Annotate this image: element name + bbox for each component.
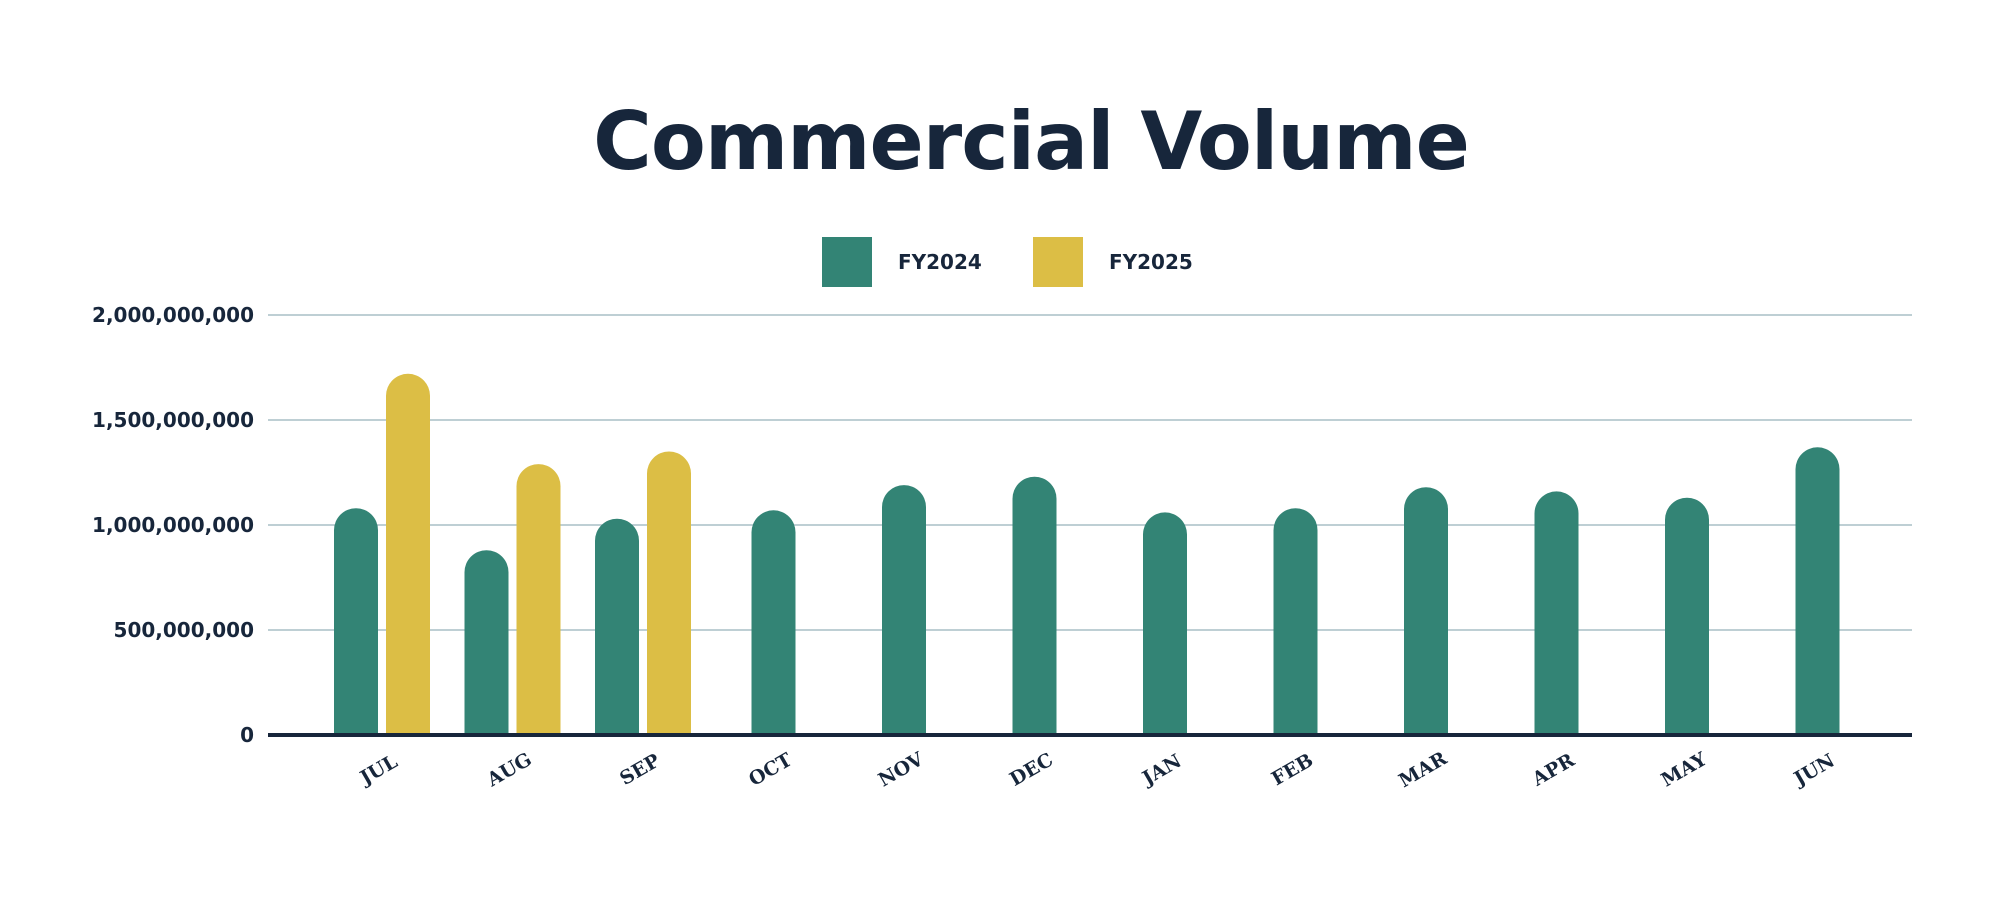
x-tick-label: MAY bbox=[1658, 748, 1711, 791]
x-tick-label: MAR bbox=[1395, 747, 1451, 792]
x-tick-label: SEP bbox=[616, 750, 664, 790]
y-tick-label: 1,500,000,000 bbox=[92, 408, 254, 432]
legend-item-fy2025: FY2025 bbox=[1033, 237, 1193, 287]
bar-fy2024-aug bbox=[464, 550, 509, 735]
y-tick-label: 1,000,000,000 bbox=[92, 513, 254, 537]
x-tick-label: FEB bbox=[1268, 749, 1317, 790]
bar-fy2024-nov bbox=[882, 485, 926, 735]
legend-label-fy2024: FY2024 bbox=[898, 250, 982, 274]
bar-fy2024-jan bbox=[1143, 512, 1187, 735]
bar-fy2024-sep bbox=[595, 518, 639, 735]
bar-fy2024-mar bbox=[1404, 487, 1448, 735]
y-tick-label: 2,000,000,000 bbox=[92, 303, 254, 327]
y-tick-label: 500,000,000 bbox=[114, 618, 254, 642]
bar-fy2024-jul bbox=[334, 508, 378, 735]
legend-swatch-fy2024 bbox=[822, 237, 872, 287]
bar-fy2024-jun bbox=[1795, 447, 1840, 735]
bar-fy2025-sep bbox=[647, 451, 691, 735]
bar-fy2024-apr bbox=[1534, 491, 1579, 735]
x-tick-label: DEC bbox=[1006, 749, 1057, 791]
legend-label-fy2025: FY2025 bbox=[1109, 250, 1193, 274]
bar-fy2025-jul bbox=[386, 373, 430, 735]
bar-fy2025-aug bbox=[516, 464, 561, 735]
x-tick-label: APR bbox=[1528, 749, 1579, 791]
x-tick-label: JUN bbox=[1789, 750, 1839, 792]
x-tick-label: JAN bbox=[1137, 750, 1185, 791]
x-axis: JUL AUG SEP OCT NOV DEC JAN FEB MAR APR MAY JUN bbox=[355, 747, 1839, 792]
legend-item-fy2024: FY2024 bbox=[822, 237, 982, 287]
bars bbox=[334, 373, 1840, 735]
bar-fy2024-dec bbox=[1012, 476, 1057, 735]
y-axis: 0 500,000,000 1,000,000,000 1,500,000,000 2,… bbox=[92, 303, 254, 747]
legend: FY2024 FY2025 bbox=[0, 237, 2000, 287]
legend-swatch-fy2025 bbox=[1033, 237, 1083, 287]
x-tick-label: NOV bbox=[875, 748, 929, 792]
x-tick-label: AUG bbox=[483, 748, 536, 791]
x-tick-label: OCT bbox=[745, 749, 796, 791]
bar-fy2024-oct bbox=[751, 510, 796, 735]
x-tick-label: JUL bbox=[355, 751, 401, 791]
bar-fy2024-feb bbox=[1273, 508, 1318, 735]
chart-title: Commercial Volume bbox=[593, 95, 1470, 188]
bar-fy2024-may bbox=[1665, 497, 1710, 735]
y-tick-label: 0 bbox=[240, 723, 254, 747]
